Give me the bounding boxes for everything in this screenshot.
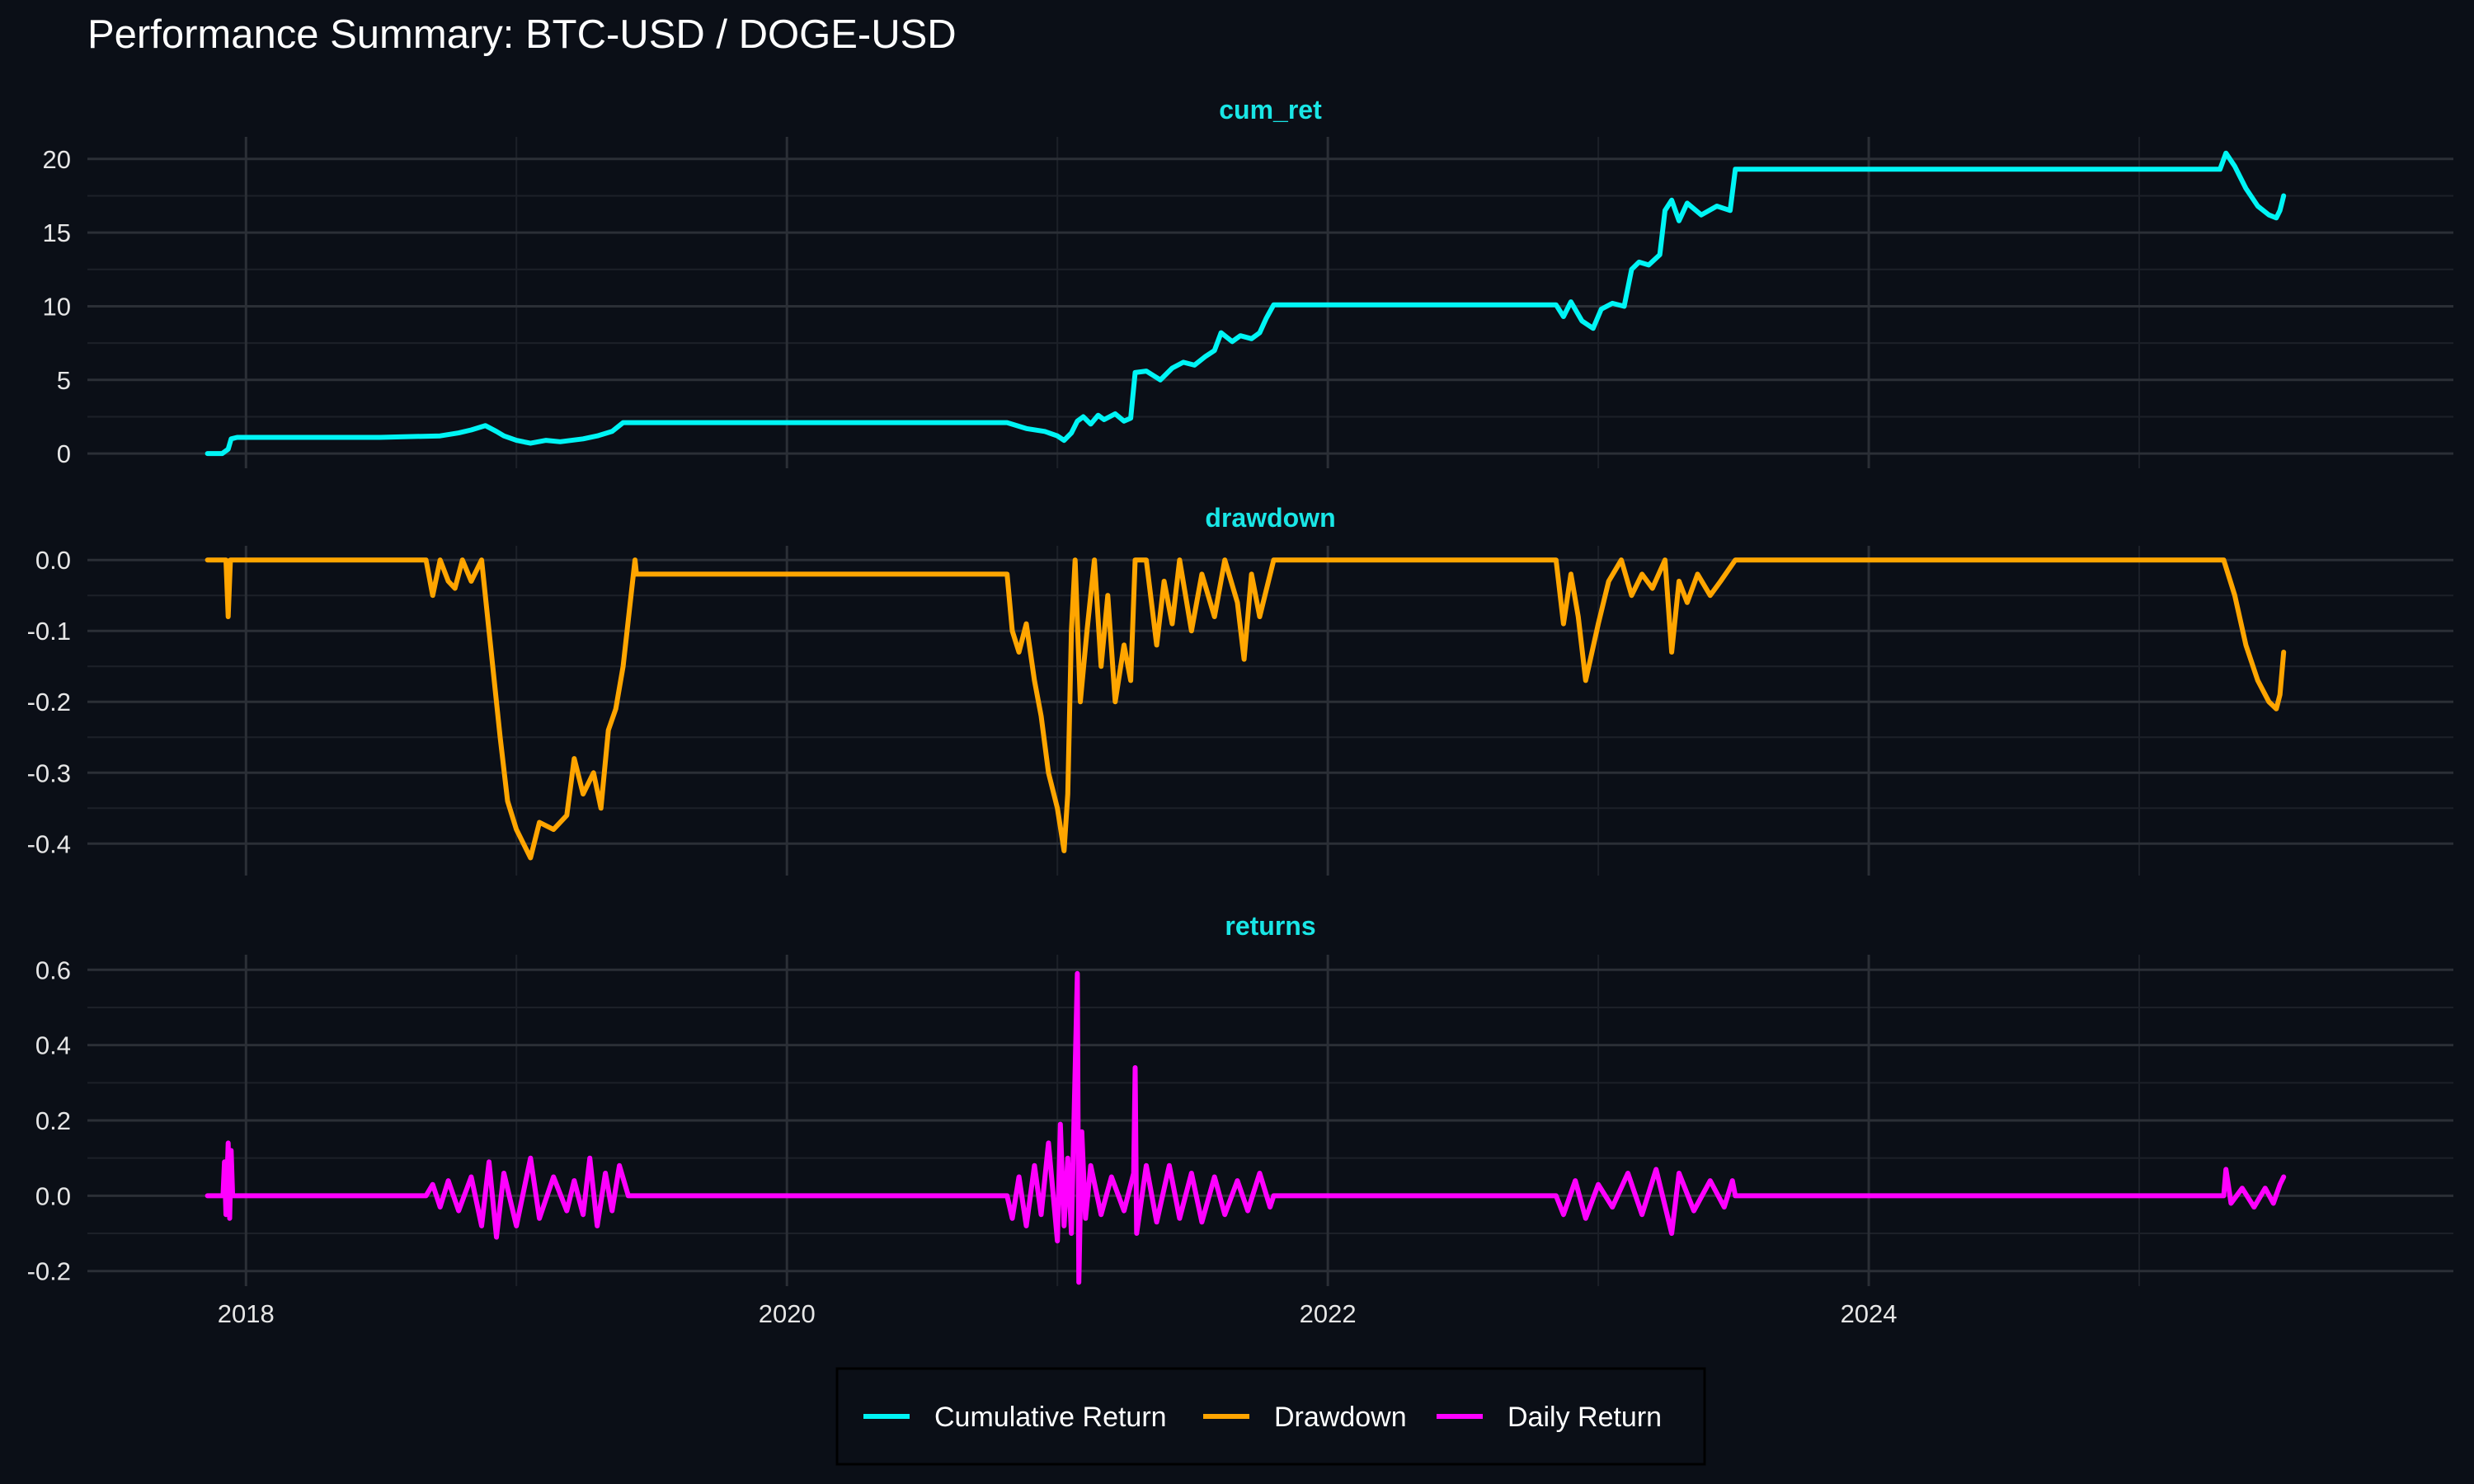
chart-title: Performance Summary: BTC-USD / DOGE-USD bbox=[87, 12, 957, 57]
legend-label: Drawdown bbox=[1274, 1402, 1407, 1433]
series-line-cum_ret bbox=[205, 150, 2287, 457]
x-tick-label: 2018 bbox=[218, 1299, 275, 1328]
y-tick-label: 0.0 bbox=[35, 546, 71, 575]
y-tick-label: -0.2 bbox=[27, 1257, 71, 1286]
facet-label-drawdown: drawdown bbox=[1205, 503, 1335, 533]
y-tick-label: 0 bbox=[57, 439, 71, 468]
panel-returns: 0.6 0.4 0.2 0.0 -0.2 returns bbox=[27, 911, 2453, 1286]
panel-cum_ret: 0 5 10 15 20 cum_ret bbox=[43, 95, 2453, 468]
y-tick-label: 0.0 bbox=[35, 1181, 71, 1210]
legend-label: Daily Return bbox=[1507, 1402, 1662, 1433]
y-tick-label: -0.4 bbox=[27, 829, 71, 858]
x-tick-label: 2022 bbox=[1300, 1299, 1357, 1328]
y-tick-label: 0.2 bbox=[35, 1106, 71, 1135]
legend-entry: Drawdown bbox=[1203, 1402, 1407, 1433]
y-tick-label: 0.6 bbox=[35, 956, 71, 984]
legend-entry: Cumulative Return bbox=[863, 1402, 1167, 1433]
x-tick-label: 2024 bbox=[1841, 1299, 1898, 1328]
panels: 0 5 10 15 20 cum_ret 0.0 -0.1 -0.2 -0.3 -0.4 drawdo… bbox=[27, 95, 2453, 1286]
y-tick-label: 20 bbox=[43, 145, 71, 174]
x-tick-label: 2020 bbox=[759, 1299, 816, 1328]
series-line-drawdown bbox=[205, 557, 2287, 861]
y-tick-label: -0.1 bbox=[27, 617, 71, 646]
y-tick-label: 10 bbox=[43, 292, 71, 321]
legend-entry: Daily Return bbox=[1437, 1402, 1662, 1433]
legend-box bbox=[835, 1367, 1706, 1466]
legend-label: Cumulative Return bbox=[934, 1402, 1167, 1433]
legend: Cumulative Return Drawdown Daily Return bbox=[835, 1367, 1706, 1466]
facet-label-cum_ret: cum_ret bbox=[1219, 95, 1322, 124]
x-axis: 2018 2020 2022 2024 bbox=[218, 1299, 1898, 1328]
y-tick-label: 5 bbox=[57, 366, 71, 395]
y-tick-label: -0.2 bbox=[27, 688, 71, 716]
y-tick-label: 15 bbox=[43, 218, 71, 247]
series-line-returns bbox=[205, 970, 2287, 1285]
facet-label-returns: returns bbox=[1225, 911, 1315, 941]
panel-drawdown: 0.0 -0.1 -0.2 -0.3 -0.4 drawdown bbox=[27, 503, 2453, 876]
y-tick-label: 0.4 bbox=[35, 1031, 71, 1060]
y-tick-label: -0.3 bbox=[27, 758, 71, 787]
